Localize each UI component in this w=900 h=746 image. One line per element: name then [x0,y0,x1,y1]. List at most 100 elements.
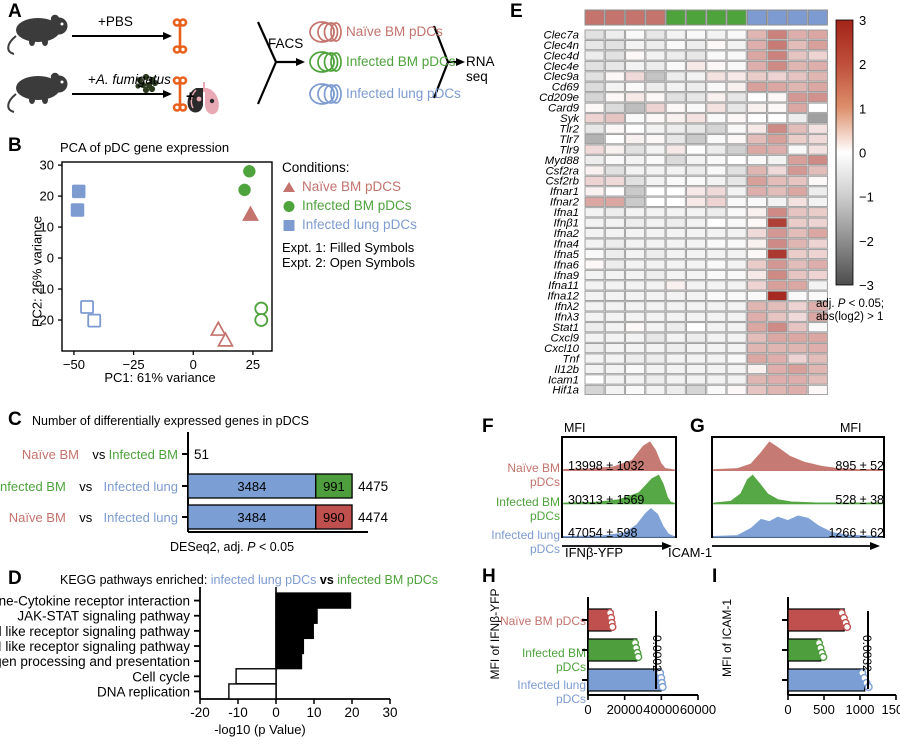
panel-h-cat-naive: Naïve BM pDCs [499,614,586,628]
heatmap-cell [706,353,727,364]
heatmap-cell [807,374,828,385]
heatmap-cell [584,301,605,312]
heatmap-cell [706,374,727,385]
heatmap-cell [746,301,767,312]
heatmap-cell [746,40,767,51]
panel-d-bar [235,668,277,685]
heatmap-gene-label: Card9 [548,103,580,115]
heatmap-cell [645,196,666,207]
svg-text:−50: −50 [63,357,85,372]
heatmap-gene-label: Ifnar2 [550,197,580,209]
heatmap-cell [665,123,686,134]
heatmap-cell [706,175,727,187]
heatmap-cell [665,228,686,239]
heatmap-cell [746,175,767,187]
heatmap-cell [625,175,646,187]
panel-b-ylabel: PC2: 26% variance [29,215,45,328]
heatmap-cell [665,134,686,145]
heatmap-group-header-cell [584,9,605,26]
panel-f-value-infected-lung: 47054 ± 598 [568,526,638,540]
heatmap-cell [746,343,767,354]
heatmap-cell [787,81,808,92]
heatmap-cell [787,196,808,207]
panel-c-title: Number of differentially expressed genes… [32,414,309,428]
heatmap-cell [645,154,666,166]
heatmap-gene-label: Syk [560,113,580,125]
panel-b-legend: Conditions: Naïve BM pDCS Infected BM pD… [282,160,417,270]
heatmap-cell [706,207,727,218]
heatmap-cell [726,374,747,385]
heatmap-cell [665,175,686,187]
heatmap-cell [625,238,646,249]
heatmap-cell [706,259,727,270]
heatmap-cell [706,134,727,145]
panel-g-value-infected-bm: 528 ± 38 [835,493,884,507]
heatmap-colorbar [835,19,854,286]
data-point [634,652,643,662]
heatmap-cell [645,269,666,281]
heatmap-cell [584,238,605,249]
heatmap-cell [746,134,767,145]
heatmap-cell [686,238,707,249]
legend-label-infected-lung: Infected lung pDCs [302,217,417,232]
heatmap-cell [625,217,646,228]
legend-item-infected-bm: Infected BM pDCs [282,196,417,215]
heatmap-cell [787,134,808,145]
heatmap-cell [604,280,625,291]
heatmap-cell [746,269,767,281]
heatmap-cell [645,144,666,155]
heatmap-group-header-cell [767,9,788,26]
heatmap-cell [807,363,828,375]
heatmap-cell [807,384,828,395]
heatmap-cell [584,71,605,82]
heatmap-group-header-cell [787,9,808,26]
heatmap-cell [706,29,727,40]
flow-histogram-trace [713,441,883,471]
heatmap-cell [706,154,727,166]
heatmap-cell [726,196,747,207]
heatmap-cell [604,301,625,312]
heatmap-cell [645,238,666,249]
flow-histogram-trace [563,441,675,471]
panel-c-total-label: 4474 [358,510,389,525]
heatmap-cell [726,154,747,166]
heatmap-cell [665,186,686,197]
heatmap-cell [807,353,828,364]
heatmap-gene-label: Clec4n [544,40,579,52]
title-green: infected BM pDCs [337,573,438,587]
heatmap-gene-label: Il12b [554,364,579,376]
heatmap-cell [604,102,625,113]
heatmap-cell [807,196,828,207]
heatmap-cell [787,186,808,197]
heatmap-cell [746,144,767,155]
heatmap-cell [686,29,707,40]
heatmap-cell [706,248,727,260]
panel-d-category-label: RIG-I like receptor signaling pathway [0,639,190,654]
heatmap-group-header-cell [686,9,707,26]
arrow2-species: A. fumigatus [95,72,171,87]
heatmap-cell [686,353,707,364]
panel-d-bar [275,622,314,640]
panel-d-category-label: Cytokine-Cytokine receptor interaction [0,594,190,609]
heatmap-cell [787,280,808,291]
heatmap-cell [767,332,788,343]
panel-h-letter: H [482,566,496,587]
heatmap-group-header-cell [645,9,666,26]
svg-text:0: 0 [584,702,591,717]
heatmap-cell [706,123,727,134]
heatmap-cell [726,259,747,270]
heatmap-cell [787,374,808,385]
heatmap-cell [746,123,767,134]
heatmap-cell [686,60,707,72]
heatmap-cell [746,81,767,92]
panel-d-xlabel: -log10 (p Value) [214,722,306,737]
heatmap-cell [665,40,686,51]
heatmap-gene-label: Ifna6 [554,259,580,271]
heatmap-gene-label: Ifna4 [554,238,579,250]
heatmap-cell [604,363,625,375]
panel-c-segment-label: 991 [323,479,345,494]
title-pre: KEGG pathways enriched: [60,573,211,587]
panel-i-pvalue: 0.0032 [860,635,874,672]
heatmap-cell [584,374,605,385]
heatmap-cell [625,81,646,92]
